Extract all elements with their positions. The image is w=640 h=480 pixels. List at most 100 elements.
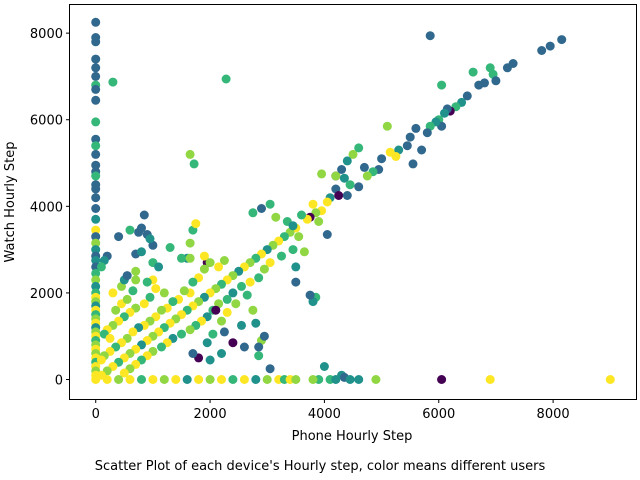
data-point-233: [134, 227, 144, 237]
data-point-108: [331, 171, 341, 181]
data-point-106: [322, 197, 332, 207]
data-point-10: [91, 134, 101, 144]
data-point-309: [345, 375, 355, 384]
data-point-80: [411, 123, 421, 133]
data-point-7: [91, 84, 101, 94]
data-point-300: [251, 375, 261, 384]
data-point-247: [177, 253, 186, 263]
data-point-299: [239, 375, 249, 384]
data-point-115: [322, 230, 332, 239]
data-point-159: [288, 245, 298, 255]
data-point-222: [111, 305, 121, 315]
data-point-154: [265, 199, 275, 209]
data-point-211: [151, 284, 161, 294]
data-point-30: [91, 281, 101, 291]
data-point-266: [219, 327, 229, 337]
data-point-278: [259, 331, 269, 341]
data-point-186: [119, 368, 129, 378]
x-axis-label: Phone Hourly Step: [292, 429, 413, 444]
data-point-180: [157, 342, 166, 352]
data-point-196: [168, 297, 178, 307]
data-point-66: [557, 35, 567, 45]
data-point-69: [462, 91, 472, 101]
data-point-177: [177, 329, 186, 339]
data-point-15: [91, 171, 101, 181]
data-point-61: [491, 76, 501, 86]
data-point-276: [242, 290, 252, 300]
data-point-105: [342, 191, 352, 200]
data-point-239: [114, 232, 124, 242]
data-point-74: [440, 108, 449, 118]
data-point-311: [371, 375, 381, 384]
data-point-234: [139, 210, 149, 220]
data-point-283: [265, 364, 275, 374]
data-point-52: [108, 77, 118, 87]
data-point-169: [228, 288, 238, 298]
x-tick-label-6000: 6000: [422, 407, 455, 422]
data-point-295: [194, 375, 204, 384]
data-point-270: [188, 349, 198, 358]
data-point-188: [214, 262, 224, 272]
data-point-192: [188, 277, 198, 287]
data-point-94: [354, 143, 364, 153]
data-point-257: [96, 262, 106, 272]
y-tick-label-4000: 4000: [30, 200, 63, 215]
data-point-168: [237, 281, 246, 291]
data-point-9: [91, 117, 101, 127]
data-point-281: [254, 351, 264, 361]
data-point-82: [402, 141, 412, 151]
y-axis-label: Watch Hourly Step: [3, 142, 18, 263]
data-point-251: [154, 262, 164, 272]
data-point-312: [437, 375, 447, 384]
data-point-107: [317, 169, 327, 179]
data-point-271: [202, 338, 212, 348]
data-point-296: [205, 375, 215, 384]
data-point-85: [382, 121, 392, 131]
data-point-111: [308, 199, 318, 209]
data-point-248: [185, 253, 195, 263]
data-point-288: [114, 375, 124, 384]
data-point-301: [262, 375, 272, 384]
data-point-229: [131, 275, 141, 285]
data-point-289: [125, 375, 135, 384]
data-point-187: [219, 256, 229, 265]
y-tick-label-6000: 6000: [30, 114, 63, 129]
data-point-57: [437, 80, 447, 90]
data-point-86: [391, 152, 401, 161]
data-point-268: [205, 355, 215, 365]
data-point-53: [221, 74, 231, 84]
data-point-22: [91, 232, 101, 242]
data-point-101: [354, 182, 364, 192]
data-point-279: [251, 318, 261, 328]
data-point-254: [122, 271, 132, 281]
data-point-245: [191, 219, 201, 229]
data-point-29: [91, 275, 101, 285]
data-point-265: [237, 320, 246, 330]
data-point-209: [96, 355, 106, 365]
data-point-306: [308, 375, 318, 384]
data-point-292: [159, 375, 169, 384]
data-point-97: [337, 165, 347, 174]
data-point-297: [217, 375, 226, 384]
data-point-5: [91, 71, 101, 81]
data-point-79: [422, 128, 432, 138]
data-point-243: [185, 238, 195, 248]
x-axis-ticks: 0 2000 4000 6000 8000: [92, 399, 570, 422]
data-point-308: [331, 375, 341, 384]
x-tick-label-4000: 4000: [308, 407, 341, 422]
data-point-170: [222, 294, 232, 304]
data-point-277: [211, 305, 221, 315]
data-point-161: [291, 277, 301, 287]
data-point-68: [480, 78, 489, 88]
data-point-282: [319, 362, 329, 371]
data-point-305: [291, 375, 301, 384]
data-point-267: [217, 349, 226, 358]
data-point-291: [148, 375, 158, 384]
data-point-95: [348, 149, 358, 159]
data-point-231: [142, 277, 152, 287]
data-point-19: [91, 204, 101, 213]
data-point-23: [91, 238, 101, 248]
y-axis-ticks: 0 2000 4000 6000 8000: [30, 27, 70, 389]
data-point-162: [299, 247, 309, 257]
data-point-89: [377, 154, 387, 164]
